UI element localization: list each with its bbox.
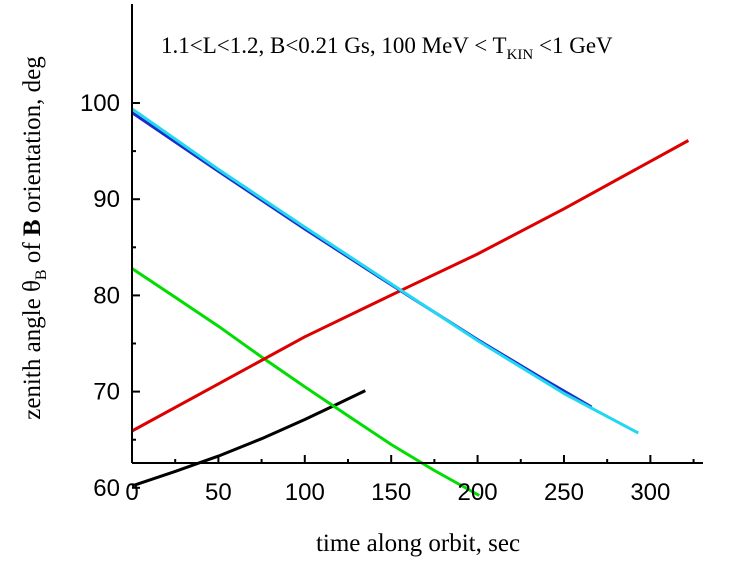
y-tick-label: 100 bbox=[80, 90, 120, 117]
x-tick-label: 150 bbox=[371, 479, 411, 506]
y-label-part2: of bbox=[19, 236, 46, 269]
x-axis-label: time along orbit, sec bbox=[316, 530, 520, 557]
series-line-3 bbox=[131, 139, 690, 433]
ticks-layer: 0 50 100 150 200 250 300 60 70 80 90 100 bbox=[80, 90, 695, 506]
x-tick-label: 200 bbox=[458, 479, 498, 506]
y-axis-label: zenith angle θB of B orientation, deg bbox=[19, 56, 50, 420]
axes-layer bbox=[131, 4, 703, 464]
y-label-part3: orientation, deg bbox=[19, 56, 46, 220]
annotation-subscript: KIN bbox=[507, 47, 534, 63]
y-tick-label: 80 bbox=[93, 282, 120, 309]
y-label-bold: B bbox=[19, 219, 46, 236]
annotation-text-tail: <1 GeV bbox=[533, 33, 613, 58]
chart-annotation: 1.1<L<1.2, B<0.21 Gs, 100 MeV < TKIN <1 … bbox=[161, 33, 613, 63]
y-label-subscript: B bbox=[33, 269, 50, 280]
y-tick-label: 60 bbox=[93, 475, 120, 502]
x-tick-label: 0 bbox=[125, 479, 138, 506]
x-tick-label: 250 bbox=[544, 479, 584, 506]
series-line-5 bbox=[131, 107, 640, 435]
x-tick-label: 50 bbox=[205, 479, 232, 506]
x-tick-label: 100 bbox=[285, 479, 325, 506]
series-line-2 bbox=[131, 267, 481, 497]
annotation-text-main: 1.1<L<1.2, B<0.21 Gs, 100 MeV < T bbox=[161, 33, 507, 58]
series-layer bbox=[131, 107, 690, 497]
series-line-1 bbox=[131, 389, 366, 488]
y-tick-label: 70 bbox=[93, 379, 120, 406]
x-tick-label: 300 bbox=[630, 479, 670, 506]
y-tick-label: 90 bbox=[93, 186, 120, 213]
y-label-part1: zenith angle θ bbox=[19, 280, 46, 420]
